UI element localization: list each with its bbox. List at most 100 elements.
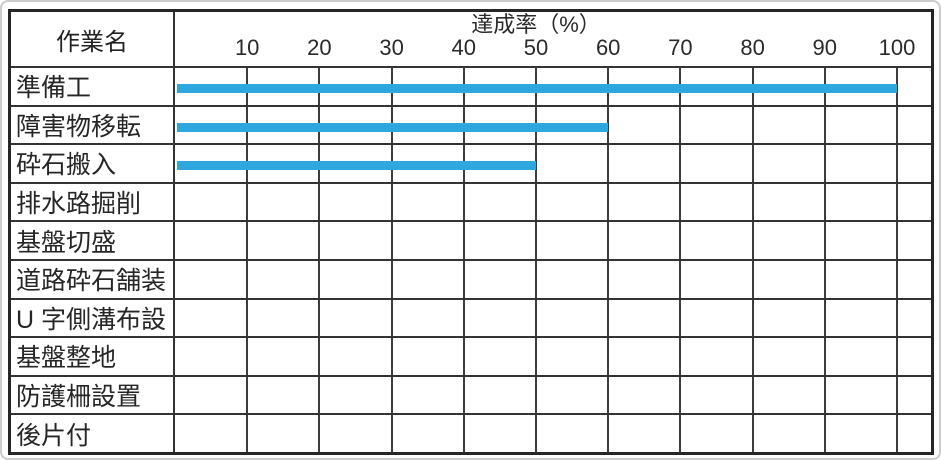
gridline <box>607 376 610 414</box>
gridline <box>318 338 321 375</box>
gridline <box>823 145 826 182</box>
task-chart-cell <box>175 183 931 221</box>
gridline <box>390 222 393 259</box>
table-header-row: 作業名 達成率（%） 10 20 30 40 50 60 70 80 90 100 <box>11 12 931 68</box>
x-axis-tick-label: 100 <box>878 35 916 60</box>
gridline <box>318 415 321 452</box>
gridline <box>896 106 898 144</box>
x-axis-tick-label: 80 <box>740 35 765 60</box>
gridline <box>823 376 826 414</box>
task-label: 障害物移転 <box>11 106 175 144</box>
task-label: U 字側溝布設 <box>11 299 175 337</box>
gridline <box>318 376 321 414</box>
x-axis-tick-label: 50 <box>523 35 549 60</box>
task-row: 基盤整地 <box>11 338 931 377</box>
gridline <box>318 222 321 259</box>
progress-bar <box>177 161 536 171</box>
gridline <box>751 183 754 221</box>
gridline <box>679 299 682 337</box>
x-axis-tick-label: 70 <box>668 35 693 60</box>
chart-title: 達成率（%） <box>471 12 601 37</box>
gridline <box>751 299 754 337</box>
gridline <box>607 415 610 452</box>
task-label: 準備工 <box>11 68 175 105</box>
task-row: 道路砕石舗装 <box>11 260 931 300</box>
x-axis-tick-label: 90 <box>812 35 838 60</box>
gridline <box>679 106 682 144</box>
gridline <box>751 106 754 144</box>
task-row: 障害物移転 <box>11 106 931 146</box>
task-label: 後片付 <box>11 415 175 452</box>
gridline <box>390 415 393 452</box>
task-chart-cell <box>175 338 931 375</box>
x-axis-tick-label: 30 <box>379 35 404 60</box>
gridline <box>751 376 754 414</box>
task-chart-cell <box>175 145 931 182</box>
gridline <box>246 299 249 337</box>
gridline <box>679 376 682 414</box>
gridline <box>823 106 826 144</box>
progress-bar <box>177 122 609 132</box>
gridline <box>679 260 682 298</box>
task-label: 排水路掘削 <box>11 183 175 221</box>
gridline <box>679 145 682 182</box>
gridline <box>535 299 537 337</box>
x-axis-tick-label: 60 <box>595 35 621 60</box>
x-axis-tick-label: 10 <box>234 35 260 60</box>
task-chart-cell <box>175 260 931 298</box>
gridline <box>751 260 754 298</box>
gridline <box>462 299 465 337</box>
gridline <box>607 145 610 182</box>
gridline <box>607 338 610 375</box>
gridline <box>462 222 465 259</box>
gridline <box>246 338 249 375</box>
gridline <box>896 222 898 259</box>
task-chart-cell <box>175 376 931 414</box>
task-row: 砕石搬入 <box>11 145 931 184</box>
gridline <box>896 376 898 414</box>
gridline <box>462 376 465 414</box>
gridline <box>535 222 537 259</box>
task-label: 基盤整地 <box>11 338 175 375</box>
gridline <box>896 415 898 452</box>
gridline <box>896 68 898 105</box>
task-label: 道路砕石舗装 <box>11 260 175 298</box>
task-chart-cell <box>175 299 931 337</box>
gridline <box>679 415 682 452</box>
gridline <box>823 222 826 259</box>
task-label: 砕石搬入 <box>11 145 175 182</box>
gridline <box>318 260 321 298</box>
gridline <box>390 338 393 375</box>
task-name-header-label: 作業名 <box>56 28 128 56</box>
gridline <box>535 260 537 298</box>
gridline <box>462 415 465 452</box>
gridline <box>462 338 465 375</box>
task-row: U 字側溝布設 <box>11 299 931 339</box>
gridline <box>751 415 754 452</box>
gridline <box>246 376 249 414</box>
gridline <box>462 183 465 221</box>
gridline <box>896 145 898 182</box>
task-row: 基盤切盛 <box>11 222 931 261</box>
gridline <box>823 260 826 298</box>
gridline <box>535 338 537 375</box>
gridline <box>390 260 393 298</box>
gridline <box>390 183 393 221</box>
gridline <box>679 222 682 259</box>
x-axis-tick-label: 40 <box>451 35 477 60</box>
gridline <box>535 183 537 221</box>
gridline <box>823 338 826 375</box>
task-chart-cell <box>175 68 931 105</box>
gridline <box>607 183 610 221</box>
gridline <box>679 338 682 375</box>
task-label: 基盤切盛 <box>11 222 175 259</box>
gridline <box>246 183 249 221</box>
gridline <box>390 299 393 337</box>
table-body: 準備工 障害物移転 砕石搬入 排水路掘削 基盤切盛 道路砕石舗装 U 字側溝布設… <box>11 68 931 452</box>
gridline <box>318 183 321 221</box>
gridline <box>751 338 754 375</box>
task-label: 防護柵設置 <box>11 376 175 414</box>
gridline <box>607 299 610 337</box>
gridline <box>607 106 610 144</box>
